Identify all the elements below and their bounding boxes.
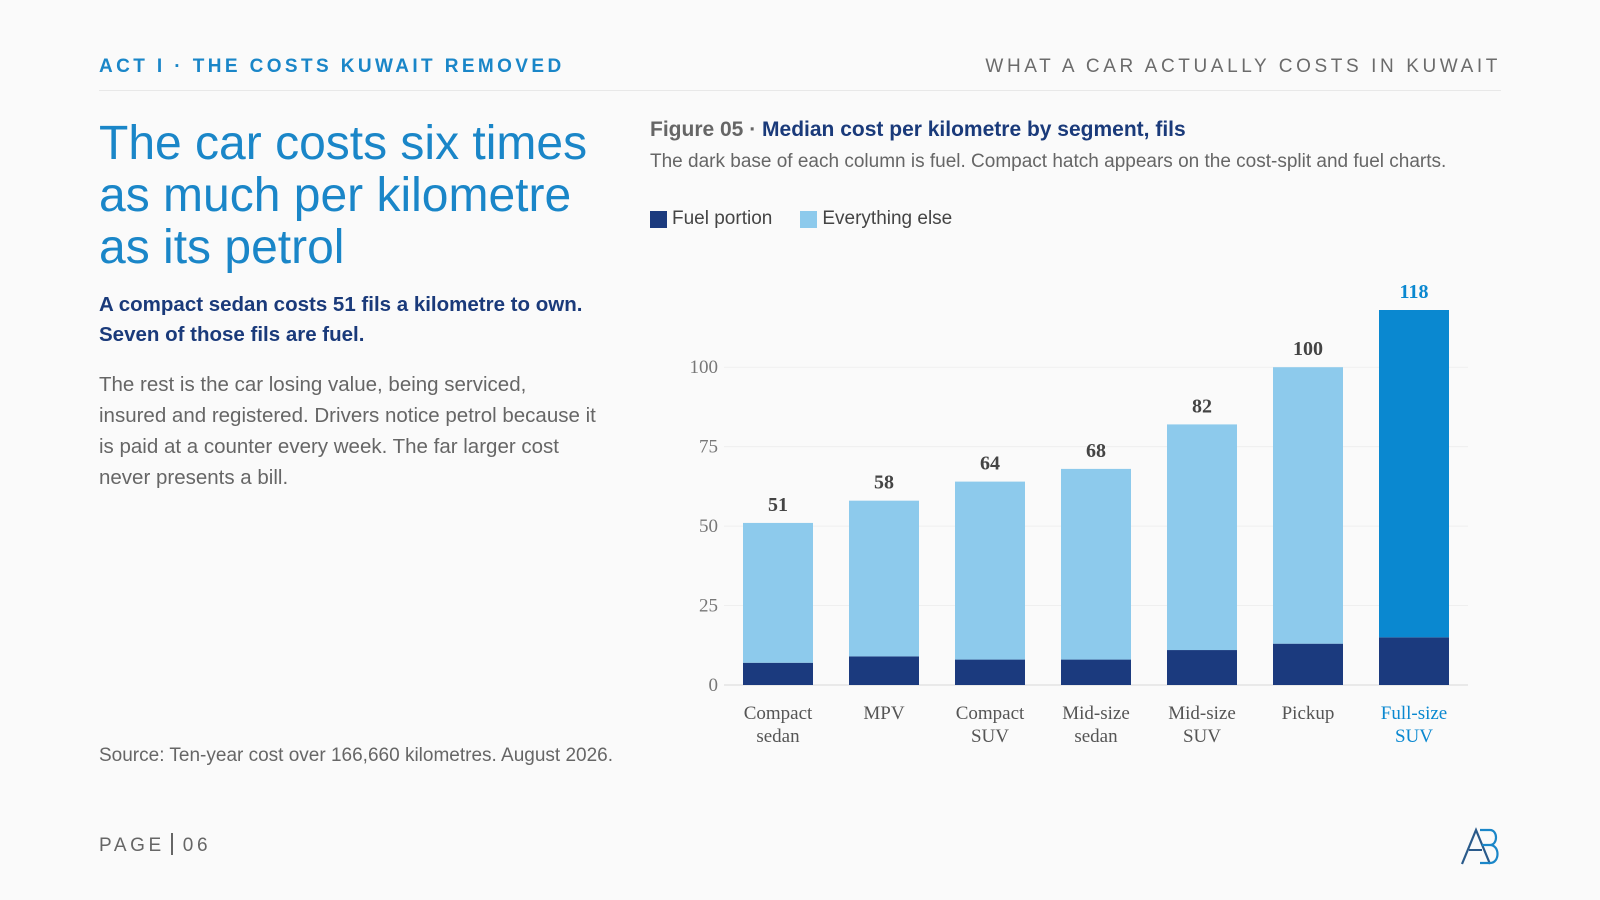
legend-swatch-everything-else [800,210,818,228]
data-label-pickup: 100 [1293,338,1323,360]
data-label-compact-suv: 64 [980,453,1000,475]
bar-fuel-pickup [1273,643,1343,685]
x-tick-label-compact-suv: Compact [956,703,1025,724]
legend-label-everything-else: Everything else [822,208,953,229]
legend-item-everything-else: Everything else [800,208,952,230]
x-tick-label-pickup: Pickup [1282,703,1335,724]
page-separator [170,833,173,855]
bar-fuel-full-size-suv [1379,637,1449,685]
bar-everything-else-compact-suv [955,481,1025,660]
bar-fuel-mid-size-sedan [1061,659,1131,685]
chart-legend: Fuel portion Everything else [650,208,980,230]
data-label-compact-sedan: 51 [768,494,788,516]
bar-everything-else-full-size-suv [1379,310,1449,638]
y-tick-label: 100 [690,357,719,378]
y-tick-label: 0 [709,675,719,696]
figure-number: Figure 05 · [650,118,757,141]
page-word: PAGE [99,835,165,856]
x-tick-label-mid-size-sedan: Mid-size [1062,703,1130,724]
legend-item-fuel: Fuel portion [650,208,772,230]
report-title: WHAT A CAR ACTUALLY COSTS IN KUWAIT [985,56,1501,77]
bar-everything-else-mid-size-suv [1167,424,1237,651]
figure-title: Figure 05 · Median cost per kilometre by… [650,118,1510,142]
source-note: Source: Ten-year cost over 166,660 kilom… [99,745,614,766]
x-tick-label-compact-suv: SUV [971,726,1009,747]
figure-title-text: Median cost per kilometre by segment, fi… [762,118,1186,141]
body-text: The rest is the car losing value, being … [99,373,596,489]
figure-subtitle: The dark base of each column is fuel. Co… [650,151,1447,172]
page-number: 06 [182,835,212,856]
bar-fuel-mpv [849,656,919,685]
bar-fuel-compact-suv [955,659,1025,685]
section-kicker: ACT I · THE COSTS KUWAIT REMOVED [99,56,565,77]
ab-monogram-logo-icon [1460,827,1499,865]
x-tick-label-full-size-suv: Full-size [1381,703,1448,724]
data-label-mid-size-sedan: 68 [1086,440,1106,462]
x-tick-label-mid-size-sedan: sedan [1074,726,1118,747]
legend-swatch-fuel [650,210,667,228]
bar-everything-else-compact-sedan [743,522,813,663]
page-number-label: PAGE 06 [99,833,211,857]
header-divider [99,90,1501,91]
x-tick-label-mpv: MPV [863,703,904,724]
y-tick-label: 25 [699,596,718,617]
y-tick-label: 75 [699,437,718,458]
bar-everything-else-mpv [849,500,919,657]
bar-fuel-compact-sedan [743,662,813,685]
data-label-mpv: 58 [874,472,894,494]
x-tick-label-compact-sedan: sedan [756,726,800,747]
x-tick-label-full-size-suv: SUV [1395,726,1433,747]
data-label-mid-size-suv: 82 [1192,395,1212,417]
x-tick-label-mid-size-suv: Mid-size [1168,703,1236,724]
bar-everything-else-mid-size-sedan [1061,468,1131,660]
data-label-full-size-suv: 118 [1400,281,1429,303]
page-headline: The car costs six times as much per kilo… [99,117,588,274]
bar-everything-else-pickup [1273,367,1343,644]
legend-label-fuel: Fuel portion [672,208,773,229]
bar-fuel-mid-size-suv [1167,650,1237,685]
lede-text: A compact sedan costs 51 fils a kilometr… [99,293,583,346]
x-tick-label-mid-size-suv: SUV [1183,726,1221,747]
y-tick-label: 50 [699,516,718,537]
x-tick-label-compact-sedan: Compact [744,703,813,724]
